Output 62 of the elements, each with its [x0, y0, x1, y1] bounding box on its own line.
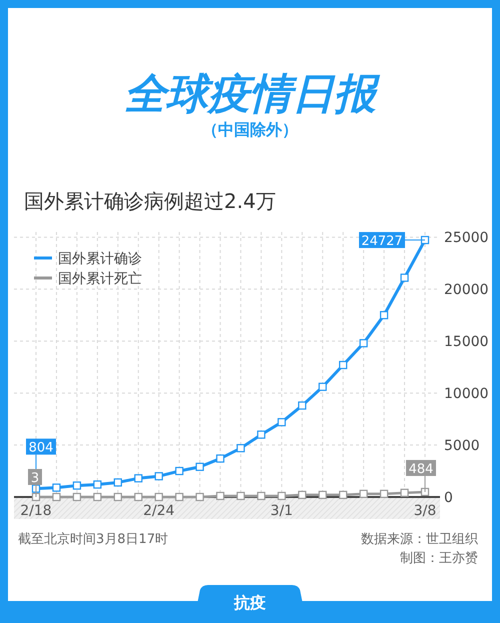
- point: [359, 339, 368, 348]
- chart-subtitle: （中国除外）: [202, 120, 298, 139]
- point: [196, 462, 204, 471]
- text: 制图：王亦赟: [400, 551, 478, 566]
- point: [420, 236, 430, 244]
- x-tick-label: 3/8: [414, 503, 436, 519]
- point: [339, 490, 348, 500]
- text: 国外累计确诊病例超过2.4万: [24, 189, 276, 213]
- x-tick-label: 2/24: [143, 503, 175, 519]
- point: [318, 490, 327, 500]
- y-tick-label: 5000: [444, 438, 480, 454]
- point: [114, 478, 122, 487]
- data-label: 484: [408, 462, 434, 477]
- point: [278, 418, 286, 426]
- x-tick-label: 3/1: [270, 503, 293, 519]
- point: [257, 492, 266, 500]
- point: [400, 274, 409, 282]
- point: [359, 490, 368, 498]
- point: [72, 481, 82, 490]
- point: [236, 492, 245, 500]
- point: [175, 492, 184, 502]
- point: [400, 488, 409, 497]
- point: [154, 472, 163, 480]
- point: [298, 401, 306, 410]
- chart-title: 全球疫情日报: [124, 69, 381, 118]
- point: [154, 492, 163, 502]
- y-tick-label: 10000: [444, 386, 489, 402]
- text: 截至北京时间3月8日17时: [18, 532, 168, 547]
- data-label: 24727: [361, 234, 403, 250]
- point: [72, 492, 82, 502]
- x-tick-label: 2/18: [20, 503, 52, 519]
- y-tick-label: 20000: [444, 282, 489, 298]
- point: [134, 474, 142, 482]
- data-label: 3: [30, 470, 40, 486]
- source-note: 数据来源：世卫组织: [361, 532, 478, 547]
- y-tick-label: 15000: [444, 334, 489, 350]
- point: [216, 454, 224, 463]
- point: [114, 492, 122, 502]
- y-tick-label: 25000: [444, 230, 489, 246]
- point: [380, 490, 388, 498]
- data-label: 804: [28, 440, 54, 456]
- text: 抗疫: [233, 593, 266, 612]
- point: [196, 492, 204, 502]
- point: [278, 492, 286, 500]
- point: [298, 490, 306, 500]
- point: [93, 492, 102, 502]
- point: [52, 492, 61, 502]
- point: [380, 311, 388, 320]
- point: [134, 492, 142, 502]
- y-tick-label: 0: [444, 490, 453, 506]
- point: [318, 382, 327, 391]
- point: [420, 488, 430, 496]
- legend-label: 国外累计死亡: [58, 271, 142, 287]
- point: [32, 492, 40, 502]
- point: [93, 480, 102, 489]
- point: [257, 430, 266, 439]
- point: [339, 360, 348, 370]
- point: [216, 492, 224, 500]
- point: [236, 444, 245, 452]
- legend-label: 国外累计确诊: [58, 251, 142, 267]
- point: [175, 466, 184, 476]
- point: [52, 484, 61, 492]
